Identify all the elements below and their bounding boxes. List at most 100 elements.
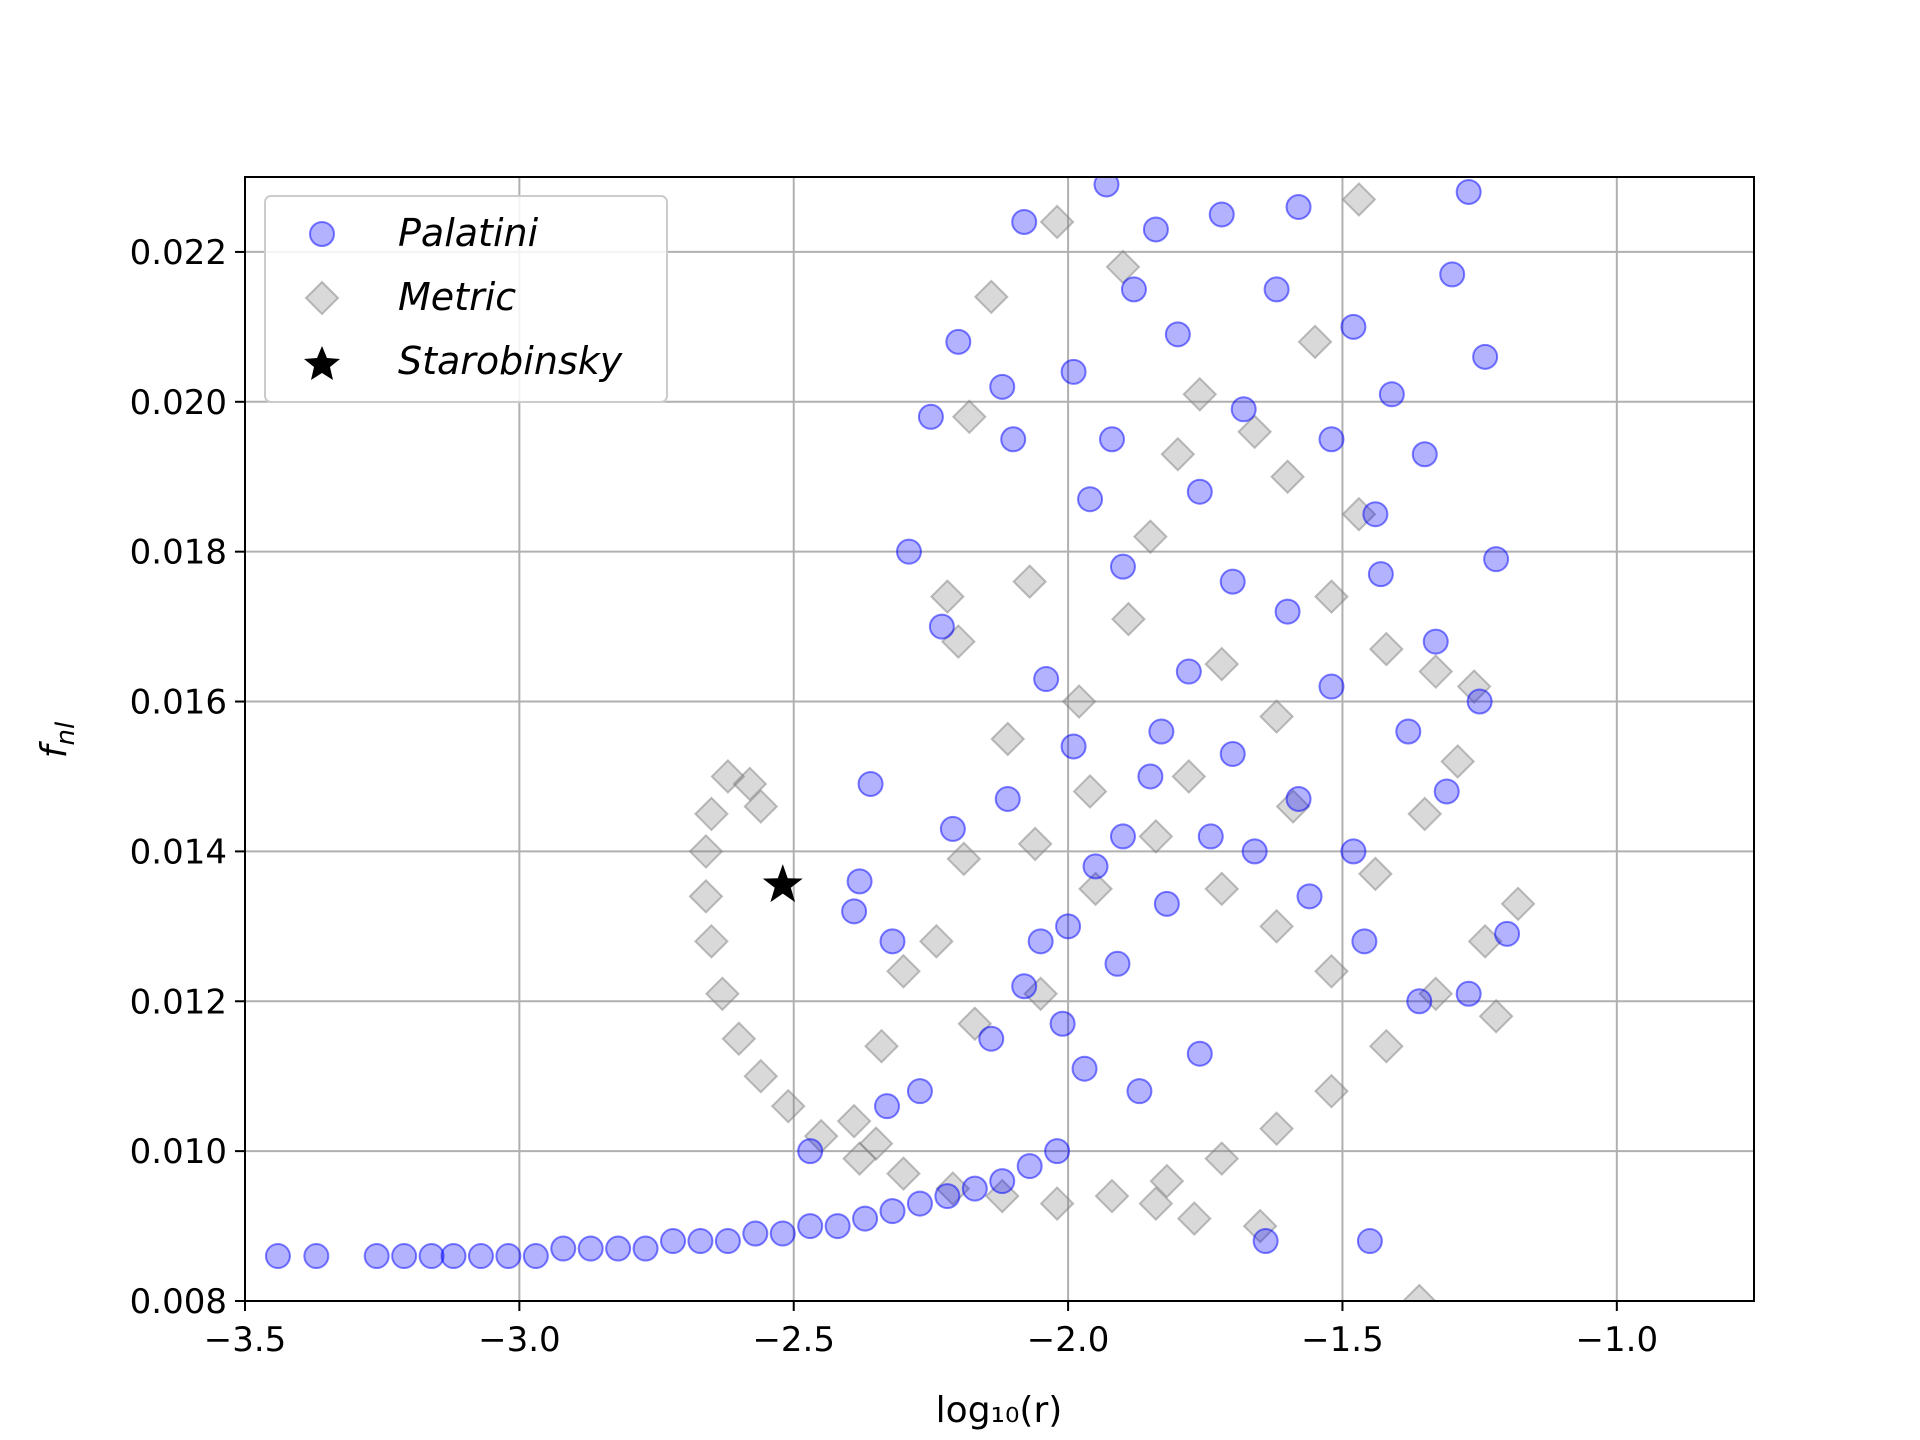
palatini-point xyxy=(1126,1078,1153,1105)
palatini-point xyxy=(1208,201,1235,228)
palatini-point xyxy=(1230,396,1257,423)
metric-point xyxy=(688,878,724,914)
x-tick-label: −2.5 xyxy=(752,1320,835,1360)
palatini-point xyxy=(1120,276,1147,303)
palatini-point xyxy=(1439,261,1466,288)
palatini-point xyxy=(1055,913,1082,940)
palatini-point xyxy=(1082,853,1109,880)
palatini-point xyxy=(1104,950,1131,977)
metric-point xyxy=(1314,1073,1349,1109)
palatini-point xyxy=(440,1243,467,1270)
palatini-point xyxy=(1411,441,1438,468)
palatini-point xyxy=(1395,718,1422,745)
metric-point xyxy=(1149,1163,1185,1199)
metric-point xyxy=(1017,826,1053,862)
palatini-point xyxy=(1148,718,1175,745)
palatini-point xyxy=(577,1235,604,1262)
metric-point xyxy=(1368,1028,1404,1064)
palatini-point xyxy=(989,1168,1016,1195)
metric-point xyxy=(732,766,768,802)
y-axis-label: fnl xyxy=(34,721,81,758)
palatini-point xyxy=(895,538,922,565)
palatini-point xyxy=(550,1235,577,1262)
palatini-point xyxy=(1318,426,1345,453)
metric-point xyxy=(1440,744,1476,779)
palatini-point xyxy=(879,928,906,955)
metric-point xyxy=(886,953,921,989)
palatini-point xyxy=(1033,666,1060,693)
palatini-point xyxy=(961,1175,988,1202)
palatini-point xyxy=(1433,778,1460,805)
palatini-point xyxy=(1000,426,1027,453)
palatini-point xyxy=(769,1220,796,1247)
y-axis-label-subscript: nl xyxy=(51,721,81,745)
palatini-point xyxy=(934,1183,961,1210)
y-axis-ticks: 0.008 0.010 0.012 0.014 0.016 0.018 0.020 0.022 xyxy=(130,233,245,1322)
metric-point xyxy=(1259,1111,1295,1147)
metric-point xyxy=(1341,182,1377,217)
palatini-point xyxy=(1109,553,1136,580)
x-tick-label: −2.0 xyxy=(1027,1320,1110,1360)
metric-point xyxy=(743,1058,779,1094)
palatini-point xyxy=(879,1198,906,1225)
palatini-point xyxy=(1027,928,1054,955)
palatini-point xyxy=(1011,973,1038,1000)
palatini-point xyxy=(994,785,1021,812)
metric-point xyxy=(710,759,746,794)
metric-point xyxy=(886,1156,921,1192)
metric-point xyxy=(1039,1186,1075,1222)
metric-point xyxy=(1182,376,1218,412)
palatini-point xyxy=(632,1235,659,1262)
metric-point xyxy=(1314,579,1349,615)
metric-point xyxy=(1012,564,1048,600)
metric-point xyxy=(1204,871,1240,907)
palatini-point xyxy=(1285,785,1312,812)
palatini-point xyxy=(852,1205,879,1232)
metric-point xyxy=(1204,646,1240,682)
metric-point xyxy=(1237,414,1273,450)
star-marker-icon xyxy=(304,346,340,380)
palatini-point xyxy=(1367,561,1394,588)
palatini-point xyxy=(906,1078,933,1105)
palatini-point xyxy=(1060,358,1087,385)
grid-lines xyxy=(244,177,1754,1302)
palatini-point xyxy=(1060,733,1087,760)
metric-point xyxy=(694,796,729,832)
metric-point xyxy=(1368,631,1404,667)
metric-point xyxy=(1297,324,1333,360)
palatini-point xyxy=(1175,658,1202,685)
metric-point xyxy=(1418,976,1454,1012)
metric-point xyxy=(1160,436,1196,472)
palatini-point xyxy=(857,770,884,797)
palatini-point xyxy=(1252,1228,1279,1255)
metric-point xyxy=(1176,1201,1212,1236)
palatini-point xyxy=(1378,381,1405,408)
palatini-point xyxy=(945,328,972,355)
legend-box xyxy=(264,195,668,403)
palatini-point xyxy=(1362,501,1389,528)
palatini-point xyxy=(363,1243,390,1270)
palatini-point xyxy=(303,1243,330,1270)
palatini-point xyxy=(1455,980,1482,1007)
metric-point xyxy=(1138,1186,1174,1222)
metric-point xyxy=(770,1088,806,1124)
x-tick-label: −3.0 xyxy=(478,1320,561,1360)
metric-point xyxy=(1072,774,1108,809)
palatini-point xyxy=(522,1243,549,1270)
y-tick-label: 0.008 xyxy=(130,1282,227,1322)
palatini-point xyxy=(1164,321,1191,348)
metric-point xyxy=(743,789,779,824)
metric-point xyxy=(1111,601,1146,637)
metric-point xyxy=(929,579,965,615)
palatini-point xyxy=(1049,1010,1076,1037)
metric-point xyxy=(951,399,987,435)
metric-point xyxy=(1023,976,1059,1012)
metric-point xyxy=(694,923,729,959)
palatini-point xyxy=(1340,838,1367,865)
palatini-point xyxy=(1186,478,1213,505)
palatini-point xyxy=(714,1228,741,1255)
metric-point xyxy=(984,1178,1020,1214)
palatini-point xyxy=(1466,688,1493,715)
metric-point xyxy=(1270,459,1305,495)
legend-label-metric: Metric xyxy=(398,275,516,319)
